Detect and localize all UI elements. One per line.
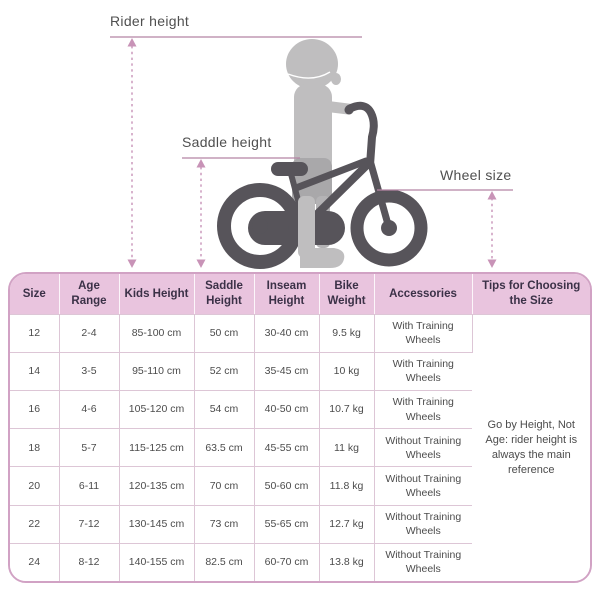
cell-size: 24	[10, 543, 60, 581]
cell-bike-weight: 12.7 kg	[319, 505, 375, 544]
cell-bike-weight: 13.8 kg	[319, 543, 375, 581]
cell-age-range: 7-12	[59, 505, 120, 544]
cell-accessories: With Training Wheels	[374, 352, 472, 391]
cell-accessories: Without Training Wheels	[374, 505, 472, 544]
col-header-bike-weight: Bike Weight	[319, 274, 375, 315]
cell-bike-weight: 10.7 kg	[319, 390, 375, 430]
cell-size: 20	[10, 466, 60, 506]
cell-saddle-height: 52 cm	[194, 352, 255, 391]
cell-accessories: Without Training Wheels	[374, 543, 472, 581]
cell-accessories: With Training Wheels	[374, 314, 473, 353]
size-chart-table-container: Size Age Range Kids Height Saddle Height…	[8, 272, 592, 583]
shoe	[300, 248, 345, 268]
col-header-kids-height: Kids Height	[119, 274, 195, 315]
cell-age-range: 6-11	[59, 466, 120, 506]
table-row: 16 4-6 105-120 cm 54 cm 40-50 cm 10.7 kg…	[10, 390, 590, 430]
header-row: Size Age Range Kids Height Saddle Height…	[10, 274, 590, 315]
cell-size: 22	[10, 505, 60, 544]
arrow-up-icon	[487, 191, 497, 200]
col-header-tips: Tips for Choosing the Size	[472, 274, 590, 315]
col-header-age-range: Age Range	[59, 274, 120, 315]
cell-bike-weight: 10 kg	[319, 352, 375, 391]
cell-saddle-height: 73 cm	[194, 505, 255, 544]
rider-height-label: Rider height	[110, 13, 190, 29]
rear-hub	[252, 218, 268, 234]
cell-bike-weight: 11 kg	[319, 428, 375, 468]
table-row: 14 3-5 95-110 cm 52 cm 35-45 cm 10 kg Wi…	[10, 352, 590, 391]
cell-kids-height: 85-100 cm	[119, 314, 195, 353]
table-row: 20 6-11 120-135 cm 70 cm 50-60 cm 11.8 k…	[10, 466, 590, 506]
cell-kids-height: 105-120 cm	[119, 390, 195, 430]
saddle-height-label: Saddle height	[182, 134, 272, 150]
cell-accessories: With Training Wheels	[374, 390, 472, 430]
child-front-leg	[298, 196, 345, 268]
top-tube	[292, 157, 370, 192]
table-row: 24 8-12 140-155 cm 82.5 cm 60-70 cm 13.8…	[10, 543, 590, 581]
cell-size: 18	[10, 428, 60, 468]
cell-age-range: 4-6	[59, 390, 120, 430]
measure-lines	[110, 36, 513, 191]
front-wheel	[350, 189, 428, 267]
bike-illustration	[110, 36, 513, 269]
col-header-size: Size	[10, 274, 60, 315]
grip	[344, 105, 354, 115]
cell-size: 16	[10, 390, 60, 430]
fork	[367, 160, 393, 232]
handlebar	[345, 101, 378, 169]
table-row: 12 2-4 85-100 cm 50 cm 30-40 cm 9.5 kg W…	[10, 314, 590, 581]
front-hub	[381, 220, 397, 236]
cell-age-range: 3-5	[59, 352, 120, 391]
col-header-accessories: Accessories	[374, 274, 473, 315]
cell-size: 14	[10, 352, 60, 391]
cell-saddle-height: 82.5 cm	[194, 543, 255, 581]
cell-inseam-height: 40-50 cm	[254, 390, 320, 430]
cell-kids-height: 130-145 cm	[119, 505, 195, 544]
cell-saddle-height: 70 cm	[194, 466, 255, 506]
table-row: 22 7-12 130-145 cm 73 cm 55-65 cm 12.7 k…	[10, 505, 590, 544]
cell-age-range: 5-7	[59, 428, 120, 468]
cell-kids-height: 120-135 cm	[119, 466, 195, 506]
cell-saddle-height: 63.5 cm	[194, 428, 255, 468]
cell-saddle-height: 50 cm	[194, 314, 255, 353]
cell-age-range: 8-12	[59, 543, 120, 581]
cell-size: 12	[10, 314, 60, 353]
saddle	[271, 162, 308, 176]
cell-kids-height: 95-110 cm	[119, 352, 195, 391]
size-chart-table: Size Age Range Kids Height Saddle Height…	[10, 274, 590, 581]
cell-accessories: Without Training Wheels	[374, 428, 472, 468]
cell-inseam-height: 30-40 cm	[254, 314, 320, 353]
table-row: 18 5-7 115-125 cm 63.5 cm 45-55 cm 11 kg…	[10, 428, 590, 468]
cell-inseam-height: 50-60 cm	[254, 466, 320, 506]
arrow-up-icon	[196, 159, 206, 168]
arrow-down-icon	[487, 259, 497, 268]
helmet-edge	[287, 71, 331, 79]
wheel-size-label: Wheel size	[440, 167, 512, 183]
arrow-up-icon	[127, 38, 137, 47]
arrow-down-icon	[127, 259, 137, 268]
measure-dashed-arrows	[127, 38, 497, 268]
col-header-inseam-height: Inseam Height	[254, 274, 320, 315]
cell-inseam-height: 55-65 cm	[254, 505, 320, 544]
cell-accessories: Without Training Wheels	[374, 466, 472, 506]
cell-kids-height: 140-155 cm	[119, 543, 195, 581]
cell-inseam-height: 60-70 cm	[254, 543, 320, 581]
cell-kids-height: 115-125 cm	[119, 428, 195, 468]
col-header-saddle-height: Saddle Height	[194, 274, 255, 315]
cell-bike-weight: 11.8 kg	[319, 466, 375, 506]
cell-inseam-height: 35-45 cm	[254, 352, 320, 391]
arrow-down-icon	[196, 259, 206, 268]
cell-age-range: 2-4	[59, 314, 120, 353]
bike-size-diagram: Rider height Saddle height Wheel size	[0, 0, 600, 272]
cell-saddle-height: 54 cm	[194, 390, 255, 430]
cell-inseam-height: 45-55 cm	[254, 428, 320, 468]
cell-bike-weight: 9.5 kg	[319, 314, 375, 353]
cell-tips: Go by Height, Not Age: rider height is a…	[472, 314, 590, 581]
